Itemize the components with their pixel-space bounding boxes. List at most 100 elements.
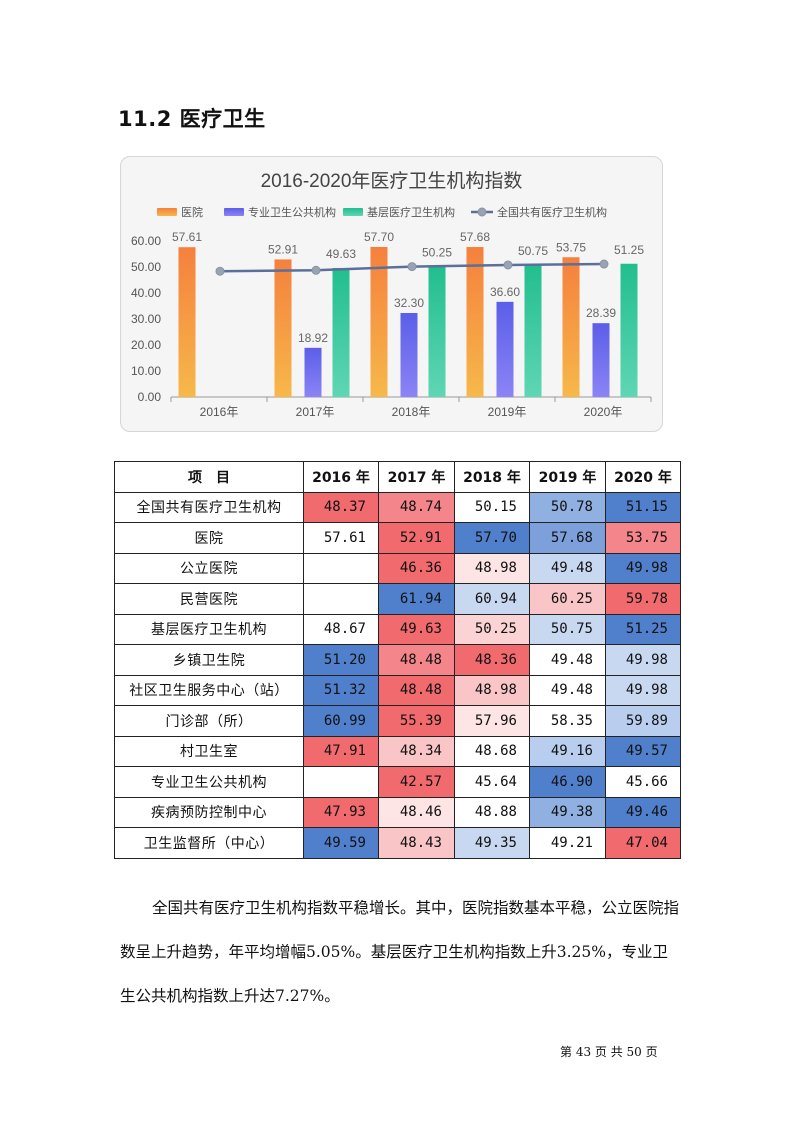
page-footer: 第 43 页 共 50 页 bbox=[560, 1045, 658, 1059]
row-label: 疾病预防控制中心 bbox=[114, 796, 304, 828]
table-row: 疾病预防控制中心 47.93 48.46 48.88 49.38 49.46 bbox=[114, 796, 681, 828]
table-cell: 49.48 bbox=[529, 552, 606, 584]
bar-value-label: 57.61 bbox=[172, 230, 202, 244]
legend-label-3: 基层医疗卫生机构 bbox=[367, 205, 455, 219]
table-cell: 47.93 bbox=[303, 796, 379, 828]
table-cell: 60.99 bbox=[303, 705, 379, 737]
table-cell: 48.88 bbox=[454, 796, 530, 828]
table-cell: 48.48 bbox=[378, 644, 455, 676]
table-cell: 51.15 bbox=[605, 491, 681, 523]
x-tick-label: 2017年 bbox=[296, 405, 335, 419]
table-cell: 48.37 bbox=[303, 491, 379, 523]
row-label: 乡镇卫生院 bbox=[114, 644, 304, 676]
table-cell: 48.46 bbox=[378, 796, 455, 828]
table-cell bbox=[303, 552, 379, 584]
header-2018: 2018 年 bbox=[454, 461, 530, 493]
table-cell: 57.96 bbox=[454, 705, 530, 737]
y-tick-label: 50.00 bbox=[131, 260, 161, 274]
table-cell: 47.04 bbox=[605, 827, 681, 859]
bar-value-label: 51.25 bbox=[614, 243, 644, 257]
table-cell: 60.25 bbox=[529, 583, 606, 615]
table-cell: 50.78 bbox=[529, 491, 606, 523]
bar-value-label: 50.75 bbox=[518, 244, 548, 258]
y-tick-label: 10.00 bbox=[131, 364, 161, 378]
section-title: 11.2 医疗卫生 bbox=[118, 107, 266, 131]
legend-line-marker bbox=[477, 207, 487, 217]
bar-3 bbox=[620, 263, 638, 397]
bar-1 bbox=[274, 259, 292, 397]
table-cell: 46.90 bbox=[529, 766, 606, 798]
table-cell: 53.75 bbox=[605, 522, 681, 554]
bar-1 bbox=[178, 247, 196, 397]
table-cell: 48.74 bbox=[378, 491, 455, 523]
y-tick-label: 60.00 bbox=[131, 234, 161, 248]
row-label: 卫生监督所（中心） bbox=[114, 827, 304, 859]
bar-value-label: 32.30 bbox=[394, 296, 424, 310]
table-cell: 49.16 bbox=[529, 735, 606, 767]
x-tick-label: 2018年 bbox=[392, 405, 431, 419]
table-cell: 51.20 bbox=[303, 644, 379, 676]
table-cell: 50.15 bbox=[454, 491, 530, 523]
legend-swatch-2 bbox=[224, 208, 244, 216]
table-cell: 48.98 bbox=[454, 552, 530, 584]
line-point bbox=[407, 262, 417, 272]
table-cell: 57.70 bbox=[454, 522, 530, 554]
legend-swatch-1 bbox=[157, 208, 177, 216]
table-cell: 48.34 bbox=[378, 735, 455, 767]
bar-2 bbox=[592, 323, 610, 397]
table-cell: 61.94 bbox=[378, 583, 455, 615]
bar-value-label: 53.75 bbox=[556, 240, 586, 254]
table-row: 村卫生室 47.91 48.34 48.68 49.16 49.57 bbox=[114, 735, 681, 767]
header-2019: 2019 年 bbox=[529, 461, 606, 493]
x-tick-label: 2020年 bbox=[584, 405, 623, 419]
row-label: 社区卫生服务中心（站） bbox=[114, 674, 304, 706]
table-cell: 57.68 bbox=[529, 522, 606, 554]
table-cell bbox=[303, 766, 379, 798]
table-row: 公立医院 46.36 48.98 49.48 49.98 bbox=[114, 552, 681, 584]
bar-1 bbox=[562, 257, 580, 397]
table-cell: 50.75 bbox=[529, 613, 606, 645]
bar-2 bbox=[304, 347, 322, 397]
table-cell bbox=[303, 583, 379, 615]
legend-label-2: 专业卫生公共机构 bbox=[248, 205, 336, 219]
table-cell: 49.38 bbox=[529, 796, 606, 828]
table-cell: 59.78 bbox=[605, 583, 681, 615]
row-label: 基层医疗卫生机构 bbox=[114, 613, 304, 645]
legend-swatch-3 bbox=[343, 208, 363, 216]
line-point bbox=[503, 260, 513, 270]
chart-card: 2016-2020年医疗卫生机构指数 医院 专业卫生公共机构 基层医疗卫生机构 全国共有… bbox=[120, 156, 663, 432]
table-row: 社区卫生服务中心（站） 51.32 48.48 48.98 49.48 49.98 bbox=[114, 674, 681, 706]
table-cell: 49.21 bbox=[529, 827, 606, 859]
header-2020: 2020 年 bbox=[605, 461, 681, 493]
bar-value-label: 52.91 bbox=[268, 242, 298, 256]
row-label: 医院 bbox=[114, 522, 304, 554]
table-cell: 47.91 bbox=[303, 735, 379, 767]
bar-value-label: 50.25 bbox=[422, 245, 452, 259]
table-row: 医院 57.61 52.91 57.70 57.68 53.75 bbox=[114, 522, 681, 554]
table-cell: 48.43 bbox=[378, 827, 455, 859]
table-cell: 49.63 bbox=[378, 613, 455, 645]
table-body: 全国共有医疗卫生机构 48.37 48.74 50.15 50.78 51.15 医院 57.… bbox=[114, 491, 681, 859]
bar-2 bbox=[496, 301, 514, 397]
table-cell: 46.36 bbox=[378, 552, 455, 584]
table-cell: 49.35 bbox=[454, 827, 530, 859]
table-cell: 49.46 bbox=[605, 796, 681, 828]
table-cell: 49.98 bbox=[605, 644, 681, 676]
table-cell: 48.48 bbox=[378, 674, 455, 706]
table-cell: 45.64 bbox=[454, 766, 530, 798]
bar-value-label: 28.39 bbox=[586, 306, 616, 320]
line-point bbox=[215, 266, 225, 276]
bar-3 bbox=[524, 265, 542, 397]
row-label: 民营医院 bbox=[114, 583, 304, 615]
table-cell: 45.66 bbox=[605, 766, 681, 798]
row-label: 专业卫生公共机构 bbox=[114, 766, 304, 798]
header-item: 项 目 bbox=[114, 461, 304, 493]
table-cell: 48.67 bbox=[303, 613, 379, 645]
legend-label-1: 医院 bbox=[181, 205, 203, 219]
bar-1 bbox=[370, 246, 388, 397]
row-label: 公立医院 bbox=[114, 552, 304, 584]
table-row: 民营医院 61.94 60.94 60.25 59.78 bbox=[114, 583, 681, 615]
table-row: 乡镇卫生院 51.20 48.48 48.36 49.48 49.98 bbox=[114, 644, 681, 676]
index-table: 项 目 2016 年 2017 年 2018 年 2019 年 2020 年 全… bbox=[114, 461, 681, 859]
table-cell: 48.98 bbox=[454, 674, 530, 706]
